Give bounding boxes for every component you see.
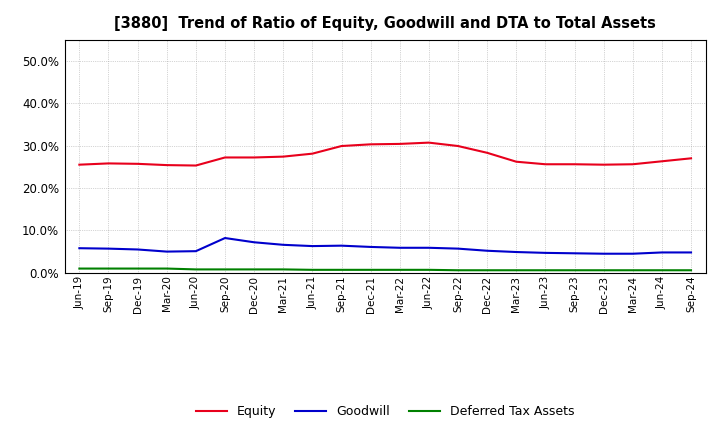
Deferred Tax Assets: [75, 266, 84, 271]
Deferred Tax Assets: [366, 267, 375, 272]
Goodwill: [366, 244, 375, 249]
Deferred Tax Assets: [454, 268, 462, 273]
Equity: [657, 159, 666, 164]
Goodwill: [599, 251, 608, 257]
Goodwill: [133, 247, 142, 252]
Goodwill: [163, 249, 171, 254]
Equity: [395, 141, 404, 147]
Goodwill: [220, 235, 229, 241]
Goodwill: [395, 245, 404, 250]
Title: [3880]  Trend of Ratio of Equity, Goodwill and DTA to Total Assets: [3880] Trend of Ratio of Equity, Goodwil…: [114, 16, 656, 32]
Equity: [250, 155, 258, 160]
Equity: [687, 156, 696, 161]
Line: Deferred Tax Assets: Deferred Tax Assets: [79, 268, 691, 270]
Line: Goodwill: Goodwill: [79, 238, 691, 254]
Goodwill: [483, 248, 492, 253]
Deferred Tax Assets: [425, 267, 433, 272]
Deferred Tax Assets: [395, 267, 404, 272]
Goodwill: [308, 243, 317, 249]
Goodwill: [657, 250, 666, 255]
Goodwill: [454, 246, 462, 251]
Equity: [366, 142, 375, 147]
Deferred Tax Assets: [308, 267, 317, 272]
Deferred Tax Assets: [599, 268, 608, 273]
Equity: [599, 162, 608, 167]
Deferred Tax Assets: [687, 268, 696, 273]
Deferred Tax Assets: [629, 268, 637, 273]
Goodwill: [541, 250, 550, 256]
Deferred Tax Assets: [104, 266, 113, 271]
Equity: [483, 150, 492, 155]
Deferred Tax Assets: [512, 268, 521, 273]
Goodwill: [279, 242, 287, 247]
Equity: [454, 143, 462, 149]
Equity: [163, 162, 171, 168]
Equity: [512, 159, 521, 165]
Equity: [75, 162, 84, 167]
Goodwill: [512, 249, 521, 255]
Deferred Tax Assets: [657, 268, 666, 273]
Goodwill: [425, 245, 433, 250]
Equity: [308, 151, 317, 156]
Legend: Equity, Goodwill, Deferred Tax Assets: Equity, Goodwill, Deferred Tax Assets: [191, 400, 580, 423]
Equity: [541, 161, 550, 167]
Equity: [104, 161, 113, 166]
Equity: [337, 143, 346, 149]
Equity: [629, 161, 637, 167]
Goodwill: [104, 246, 113, 251]
Deferred Tax Assets: [250, 267, 258, 272]
Equity: [192, 163, 200, 168]
Equity: [425, 140, 433, 145]
Equity: [570, 161, 579, 167]
Goodwill: [337, 243, 346, 248]
Deferred Tax Assets: [133, 266, 142, 271]
Deferred Tax Assets: [483, 268, 492, 273]
Equity: [133, 161, 142, 166]
Goodwill: [629, 251, 637, 257]
Goodwill: [687, 250, 696, 255]
Goodwill: [570, 251, 579, 256]
Goodwill: [250, 240, 258, 245]
Goodwill: [192, 249, 200, 254]
Goodwill: [75, 246, 84, 251]
Equity: [220, 155, 229, 160]
Deferred Tax Assets: [163, 266, 171, 271]
Line: Equity: Equity: [79, 143, 691, 165]
Deferred Tax Assets: [541, 268, 550, 273]
Equity: [279, 154, 287, 159]
Deferred Tax Assets: [192, 267, 200, 272]
Deferred Tax Assets: [570, 268, 579, 273]
Deferred Tax Assets: [279, 267, 287, 272]
Deferred Tax Assets: [220, 267, 229, 272]
Deferred Tax Assets: [337, 267, 346, 272]
